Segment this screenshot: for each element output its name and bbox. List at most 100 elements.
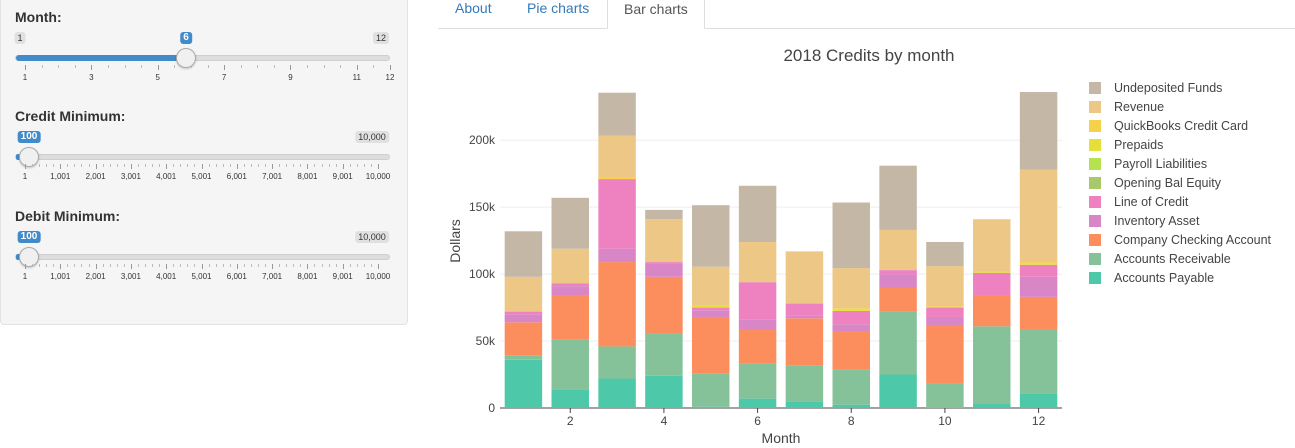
credit-minimum-handle[interactable] [19,147,39,167]
slider-tick [328,164,330,167]
slider-tick [321,164,323,167]
debit-minimum-value-label: 100 [17,231,41,243]
bar-segment [879,311,917,375]
slider-tick-label: 11 [352,73,361,82]
slider-tick [109,264,111,267]
slider-tick [88,164,90,167]
slider-tick [67,264,69,267]
slider-tick [356,264,358,267]
bar-segment [926,307,964,317]
debit-minimum-track[interactable] [15,254,390,260]
bar-segment [645,375,683,408]
x-tick-label: 2 [567,414,574,428]
slider-tick [257,264,259,267]
month-slider-handle[interactable] [176,48,196,68]
slider-tick [250,164,252,167]
credit-minimum-slider[interactable]: Credit Minimum: 100 10,000 1 1,001 2,001 3,… [15,108,390,188]
slider-tick [53,164,55,167]
slider-tick [236,164,238,169]
bar-segment [504,322,543,356]
bar-segment [738,282,777,320]
slider-tick [363,264,365,267]
month-slider[interactable]: Month: 1 6 12 1 3 5 7 9 11 12 [14,9,394,89]
slider-tick [314,264,316,267]
tab-pie-charts[interactable]: Pie charts [527,0,590,16]
bar-segment [551,339,589,390]
bar-segment [738,241,777,283]
bar-segment [879,165,917,230]
bar-segment [598,346,636,379]
bar-segment [598,248,636,263]
slider-tick [215,264,217,267]
slider-tick [81,164,83,167]
bar-segment [1019,276,1058,297]
bar-segment [832,310,870,325]
bar-segment [879,287,917,312]
legend-swatch [1089,215,1101,227]
tab-bar: About Pie charts Bar charts [438,0,1295,29]
bar-segment [551,389,589,408]
bar-segment [973,295,1011,327]
slider-tick [95,164,97,169]
slider-tick [187,264,189,267]
slider-tick [194,264,196,267]
bar-segment [598,135,636,178]
x-tick-label: 8 [848,414,855,428]
x-tick-label: 10 [938,414,952,428]
legend-label: Accounts Receivable [1114,252,1231,266]
slider-tick [53,264,55,267]
slider-tick-label: 2,001 [85,272,106,281]
bar-segment [1019,264,1058,277]
slider-tick [293,164,295,167]
bar-segment [926,266,964,307]
slider-tick [300,264,302,267]
bar-segment [598,262,636,347]
bar-segment [692,307,730,311]
slider-tick [314,164,316,167]
month-max-label: 12 [372,32,390,44]
bar-segment [1019,92,1058,170]
bar-segment [832,404,870,408]
slider-tick [340,65,342,68]
slider-tick [25,264,26,269]
debit-minimum-handle[interactable] [19,247,39,267]
debit-minimum-slider[interactable]: Debit Minimum: 100 10,000 1 1,001 2,001 3,0… [15,208,390,288]
slider-tick [180,264,182,267]
tab-about[interactable]: About [455,0,492,16]
slider-tick-label: 8,001 [297,272,318,281]
bar-segment [879,229,917,271]
bar-segment [504,355,543,360]
bar-segment [832,268,870,309]
legend-swatch [1089,196,1101,208]
slider-tick [137,264,139,267]
slider-tick [190,65,192,68]
slider-tick [236,264,238,269]
month-track[interactable] [15,55,390,61]
slider-tick [349,264,351,267]
slider-tick [32,264,34,267]
legend-label: Accounts Payable [1114,271,1214,285]
bar-segment [1019,296,1058,330]
slider-tick-label: 8,001 [297,172,318,181]
slider-tick [67,164,69,167]
slider-tick [116,264,118,267]
slider-tick [166,164,168,169]
tab-bar-charts[interactable]: Bar charts [607,0,705,29]
slider-tick [102,164,104,167]
slider-tick [272,264,274,269]
bar-segment [926,324,964,384]
bar-segment [1019,169,1058,263]
legend-label: QuickBooks Credit Card [1114,119,1248,133]
bar-segment [645,209,683,220]
month-min-label: 1 [14,32,26,44]
slider-tick [152,164,154,167]
slider-tick [201,264,203,269]
slider-tick [91,65,93,70]
credit-minimum-track[interactable] [15,154,390,160]
debit-minimum-label: Debit Minimum: [15,208,120,224]
slider-tick [201,164,203,169]
bar-segment [504,276,543,312]
slider-tick-label: 1 [22,272,28,281]
month-slider-label: Month: [15,9,62,25]
bar-segment [645,263,683,277]
